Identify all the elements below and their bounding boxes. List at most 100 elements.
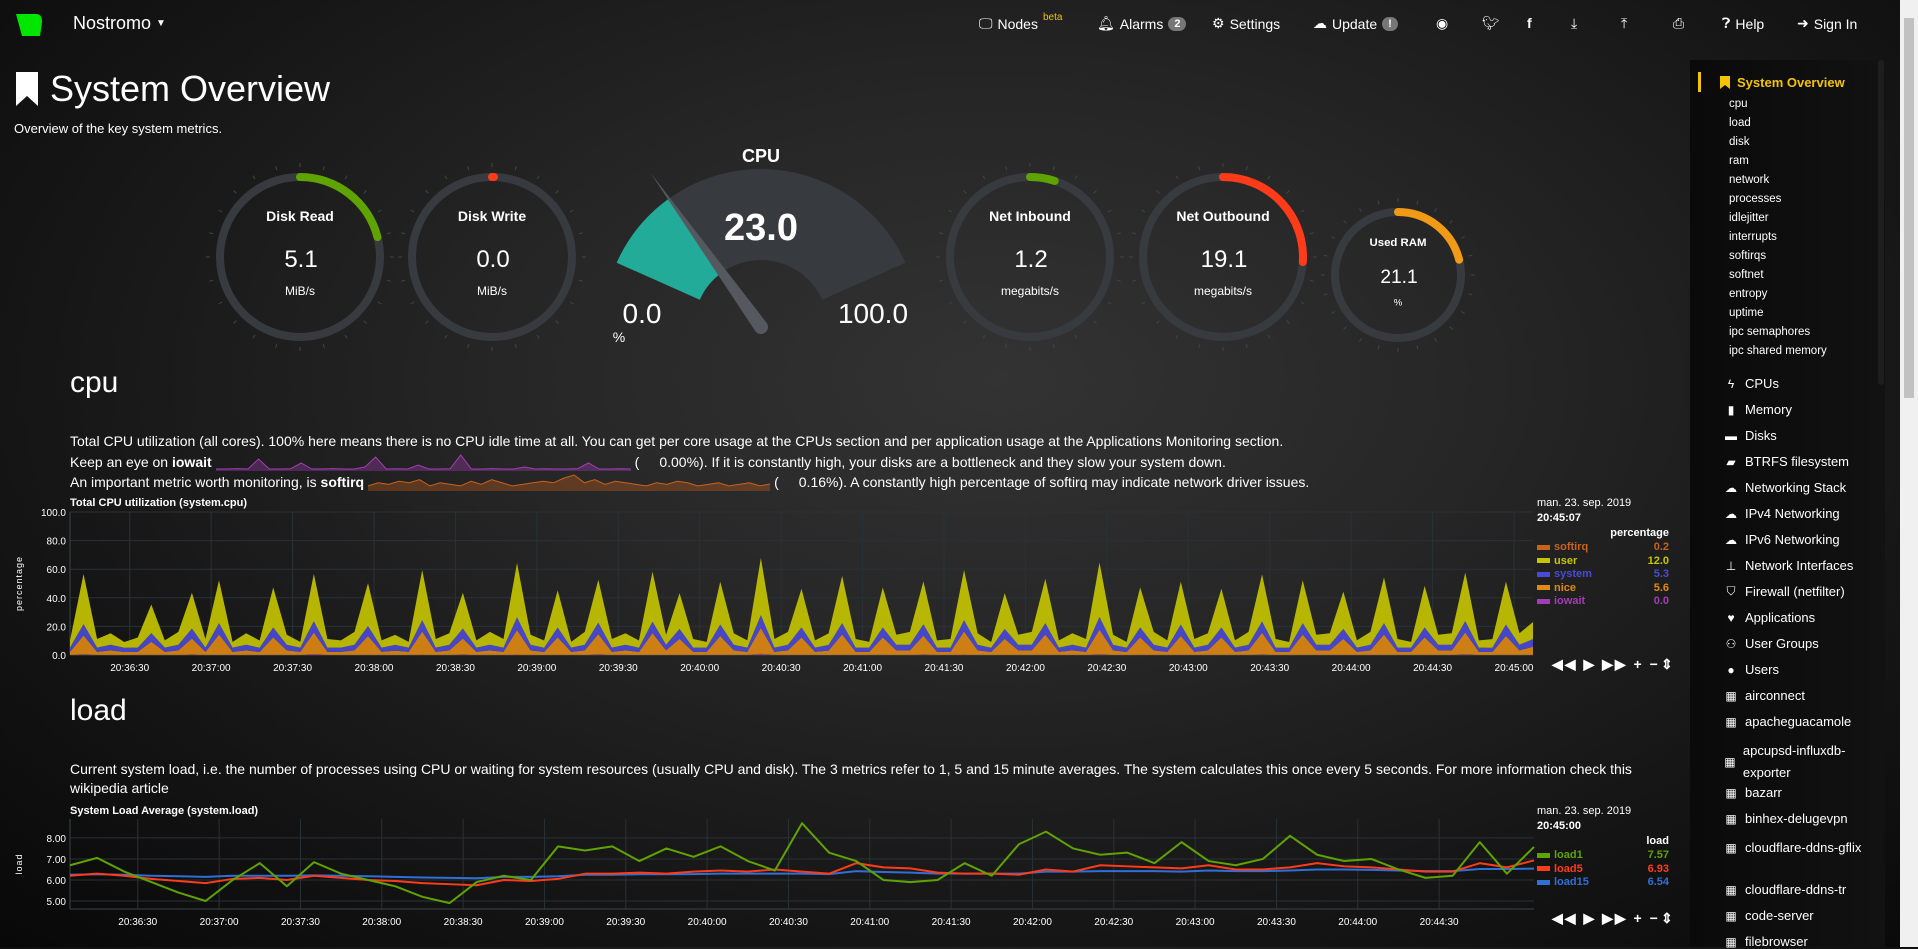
twitter-icon[interactable]: 🐦︎ (1482, 15, 1500, 32)
sidebar-subitem-load[interactable]: load (1729, 117, 1751, 129)
sidebar-subitem-entropy[interactable]: entropy (1729, 288, 1767, 300)
gauge-tick (1132, 233, 1136, 234)
gauge-tick (276, 166, 277, 170)
sidebar-subitem-softirqs[interactable]: softirqs (1729, 250, 1766, 262)
sidebar-item-binhex-delugevpn[interactable]: ▦binhex-delugevpn (1723, 811, 1873, 826)
sidebar-item-applications[interactable]: ♥Applications (1723, 610, 1873, 625)
sidebar-label: airconnect (1745, 688, 1805, 703)
resize-handle[interactable]: ⇕ (1661, 910, 1675, 927)
facebook-icon[interactable]: f (1527, 15, 1532, 31)
sidebar-item-apacheguacamole[interactable]: ▦apacheguacamole (1723, 714, 1873, 729)
play-button[interactable]: ▶ (1583, 910, 1596, 926)
scrollbar-thumb[interactable] (1904, 18, 1914, 398)
line-load15 (70, 869, 1534, 879)
sidebar-subitem-cpu[interactable]: cpu (1729, 98, 1748, 110)
netdata-logo-icon[interactable] (14, 12, 44, 38)
brand-dropdown[interactable]: Nostromo▼ (73, 13, 166, 34)
zoom-out-button[interactable]: − (1650, 656, 1660, 672)
sidebar-subitem-softnet[interactable]: softnet (1729, 269, 1764, 281)
gauge-tick (1469, 294, 1473, 295)
gauge-value: 0.0 (476, 246, 509, 273)
settings-button[interactable]: ⚙Settings (1212, 15, 1280, 32)
text: ). If it is constantly high, your disks … (699, 454, 1226, 470)
sidebar-item-cloudflare-ddns-gflix[interactable]: ▦cloudflare-ddns-gflix (1723, 837, 1873, 859)
download-icon[interactable]: ⤓ (1571, 15, 1577, 32)
resize-handle[interactable]: ⇕ (1661, 656, 1675, 673)
legend-name: softirq (1554, 541, 1588, 553)
gauge-tick (253, 176, 255, 179)
sidebar-subitem-idlejitter[interactable]: idlejitter (1729, 212, 1769, 224)
zoom-in-button[interactable]: + (1634, 910, 1644, 926)
sidebar-item-networking-stack[interactable]: ☁Networking Stack (1723, 480, 1873, 495)
gauge-tick (1142, 210, 1145, 212)
sidebar-item-bazarr[interactable]: ▦bazarr (1723, 785, 1873, 800)
sidebar-item-apcupsd-influxdb-exporter[interactable]: ▦apcupsd-influxdb-exporter (1723, 740, 1873, 784)
forward-button[interactable]: ▶▶ (1602, 910, 1628, 926)
sidebar-subitem-processes[interactable]: processes (1729, 193, 1781, 205)
sign-in-button[interactable]: ➜Sign In (1797, 15, 1857, 32)
page-scrollbar[interactable] (1900, 0, 1918, 947)
sidebar-item-ipv4-networking[interactable]: ☁IPv4 Networking (1723, 506, 1873, 521)
sidebar-item-memory[interactable]: ▮Memory (1723, 402, 1873, 417)
sidebar-scrollbar[interactable] (1878, 60, 1884, 385)
zoom-in-button[interactable]: + (1634, 656, 1644, 672)
gauge-tick (537, 335, 539, 338)
update-button[interactable]: ☁Update! (1313, 15, 1398, 32)
upload-icon[interactable]: ⤒ (1621, 15, 1627, 32)
sidebar-item-firewall-netfilter-[interactable]: ⛉Firewall (netfilter) (1723, 584, 1873, 599)
gauge-tick (234, 191, 237, 194)
sidebar-label: System Overview (1737, 75, 1845, 90)
sidebar-item-disks[interactable]: ▬Disks (1723, 428, 1873, 443)
question-circle-icon: ❓︎ (1722, 15, 1730, 32)
page-subtitle: Overview of the key system metrics. (14, 121, 222, 136)
sidebar-item-airconnect[interactable]: ▦airconnect (1723, 688, 1873, 703)
sidebar-subitem-uptime[interactable]: uptime (1729, 307, 1764, 319)
cpu-gauge-value: 23.0 (724, 207, 798, 249)
rewind-button[interactable]: ◀◀ (1552, 910, 1578, 926)
help-button[interactable]: ❓︎Help (1722, 15, 1764, 32)
play-button[interactable]: ▶ (1583, 656, 1596, 672)
sidebar-subitem-network[interactable]: network (1729, 174, 1769, 186)
sidebar-item-user-groups[interactable]: ⚇User Groups (1723, 636, 1873, 651)
sidebar-label: cloudflare-ddns-tr (1745, 882, 1846, 897)
zoom-out-button[interactable]: − (1650, 910, 1660, 926)
sidebar-item-ipv6-networking[interactable]: ☁IPv6 Networking (1723, 532, 1873, 547)
sidebar-item-btrfs-filesystem[interactable]: ▰BTRFS filesystem (1723, 454, 1873, 469)
sidebar-item-users[interactable]: ●Users (1723, 662, 1873, 677)
wikipedia-link[interactable]: wikipedia article (70, 780, 169, 796)
forward-button[interactable]: ▶▶ (1602, 656, 1628, 672)
sidebar-label: Network Interfaces (1745, 558, 1853, 573)
sidebar-subitem-ipc-semaphores[interactable]: ipc semaphores (1729, 326, 1810, 338)
load-description-line1: Current system load, i.e. the number of … (70, 761, 1632, 777)
gauge-tick (570, 210, 573, 212)
sidebar-item-cloudflare-ddns-tr[interactable]: ▦cloudflare-ddns-tr (1723, 882, 1873, 897)
sidebar-item-system-overview[interactable]: System Overview (1720, 75, 1845, 90)
sidebar-subitem-interrupts[interactable]: interrupts (1729, 231, 1777, 243)
print-icon[interactable]: ⎙ (1673, 15, 1684, 32)
rewind-button[interactable]: ◀◀ (1552, 656, 1578, 672)
sidebar-subitem-ipc-shared-memory[interactable]: ipc shared memory (1729, 345, 1827, 357)
sign-in-label: Sign In (1814, 16, 1858, 32)
sidebar-subitem-disk[interactable]: disk (1729, 136, 1749, 148)
sidebar-item-network-interfaces[interactable]: ⊥Network Interfaces (1723, 558, 1873, 573)
gauge-tick (1142, 302, 1145, 304)
sidebar-subitem-ram[interactable]: ram (1729, 155, 1749, 167)
github-icon[interactable]: ◉ (1436, 15, 1448, 32)
gauge-tick (234, 321, 237, 324)
y-tick-label: 7.00 (47, 855, 67, 866)
sidebar-item-code-server[interactable]: ▦code-server (1723, 908, 1873, 923)
